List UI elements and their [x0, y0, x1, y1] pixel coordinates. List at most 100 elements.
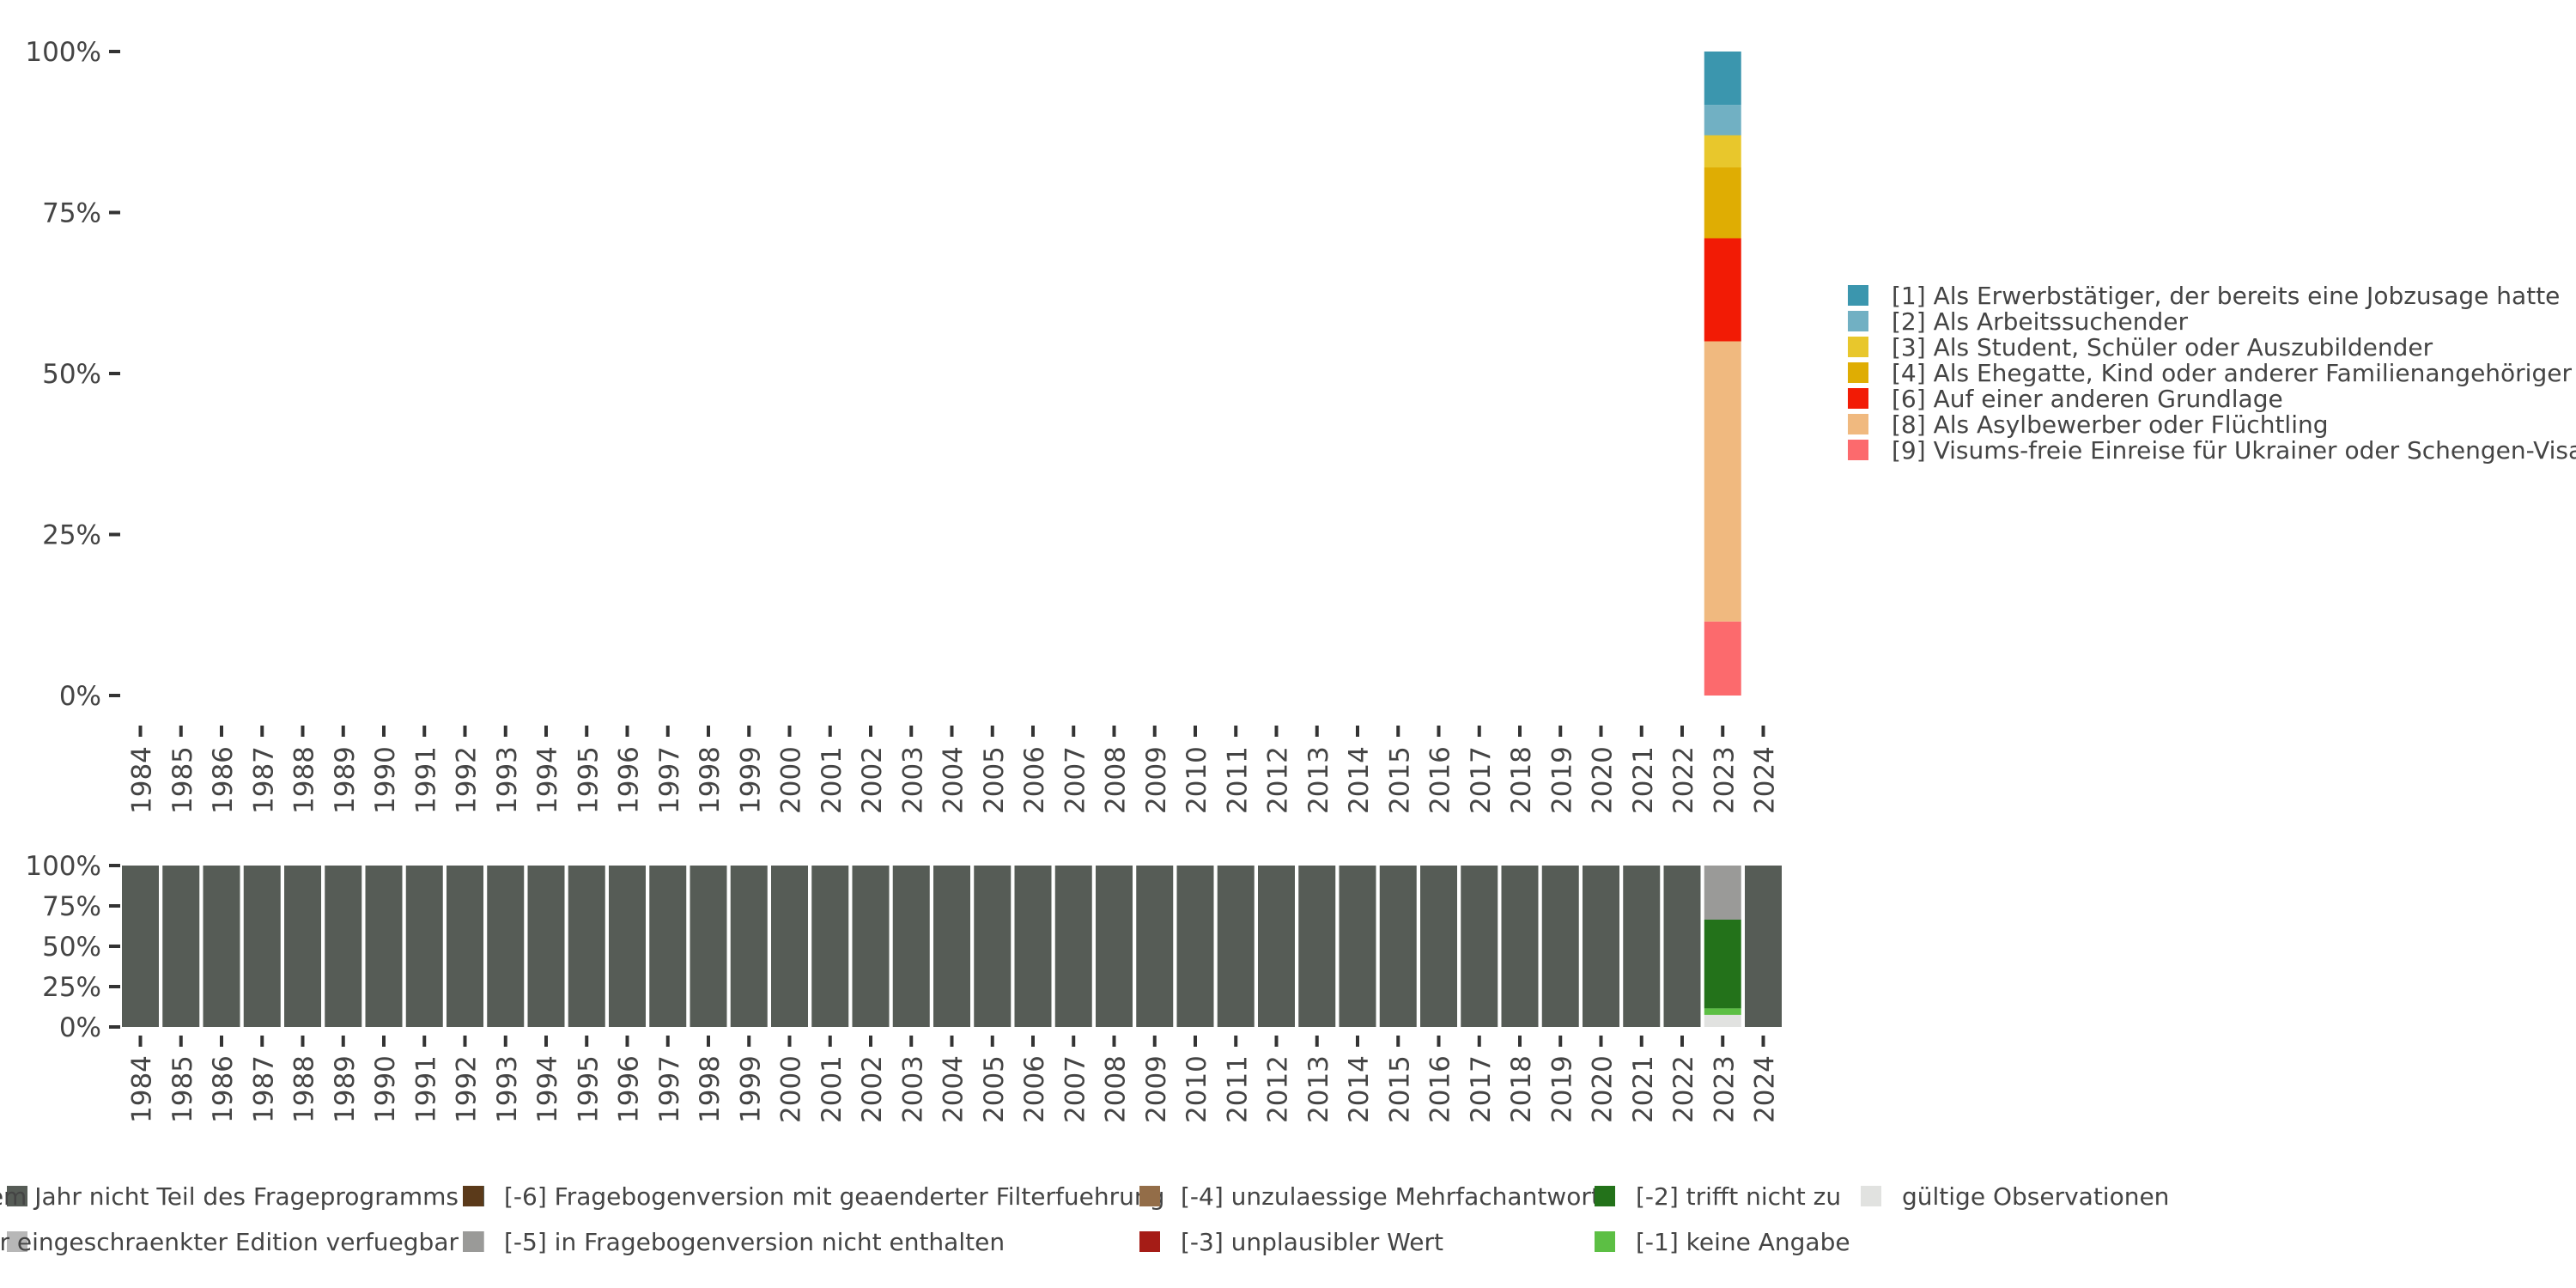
- bar-segment: [1704, 866, 1741, 920]
- bar-segment: [1704, 135, 1741, 167]
- x-tick-label: 2016: [1425, 746, 1456, 814]
- legend-swatch: [463, 1186, 483, 1206]
- bar-segment: [1176, 866, 1214, 1027]
- x-tick-label: 2024: [1750, 1055, 1781, 1123]
- legend-swatch: [1848, 337, 1868, 357]
- x-tick-label: 1991: [410, 746, 441, 814]
- x-tick-label: 2000: [776, 1055, 807, 1123]
- x-tick-label: 2004: [939, 1055, 969, 1123]
- legend-swatch: [7, 1231, 27, 1252]
- y-tick-label: 25%: [42, 972, 101, 1003]
- x-tick-label: 1988: [289, 1055, 320, 1123]
- x-tick-label: 1998: [695, 746, 726, 814]
- y-tick-label: 25%: [42, 520, 101, 551]
- bar-segment: [649, 866, 687, 1027]
- bar-segment: [447, 866, 483, 1027]
- x-tick-label: 1986: [208, 746, 239, 814]
- legend-swatch: [1848, 388, 1868, 409]
- x-tick-label: 2011: [1222, 1055, 1253, 1123]
- y-tick-label: 0%: [59, 1012, 101, 1043]
- x-tick-label: 1990: [370, 746, 401, 814]
- x-tick-label: 2006: [1019, 746, 1050, 814]
- top-chart-valid-responses: 0% 25% 50% 75% 100% 1984 1985 1986 1987 1988 1989 1…: [25, 37, 1780, 814]
- x-tick-label: 1990: [370, 1055, 401, 1123]
- legend-label: [-6] Fragebogenversion mit geaenderter F…: [504, 1182, 1164, 1211]
- bar-segment: [1704, 167, 1741, 239]
- bar-segment: [1704, 52, 1741, 106]
- bar-segment: [1704, 1014, 1741, 1027]
- bar-segment: [487, 866, 525, 1027]
- x-tick-label: 2023: [1709, 1055, 1740, 1123]
- x-tick-label: 2000: [776, 746, 807, 814]
- x-tick-label: 2009: [1141, 746, 1172, 814]
- bar-segment: [1704, 238, 1741, 342]
- x-tick-label: 2020: [1588, 1055, 1619, 1123]
- bar-segment: [1014, 866, 1052, 1027]
- legend-swatch: [1139, 1231, 1160, 1252]
- bar-segment: [1501, 866, 1539, 1027]
- legend-swatch: [1595, 1231, 1615, 1252]
- x-tick-label: 2008: [1101, 1055, 1132, 1123]
- x-tick-label: 2017: [1466, 1055, 1497, 1123]
- bar-segment: [852, 866, 890, 1027]
- bar-segment: [203, 866, 240, 1027]
- x-tick-label: 2002: [857, 1055, 888, 1123]
- x-tick-label: 2005: [979, 746, 1010, 814]
- bar-segment: [1339, 866, 1376, 1027]
- x-tick-label: 1996: [614, 746, 645, 814]
- x-tick-label: 1994: [532, 746, 563, 814]
- bar-segment: [568, 866, 605, 1027]
- bar-segment: [162, 866, 200, 1027]
- legend-label: [-4] unzulaessige Mehrfachantwort: [1181, 1182, 1601, 1211]
- x-tick-label: 2024: [1750, 746, 1781, 814]
- bottom-chart-missing-codes: 0% 25% 50% 75% 100% 1984 1985 1986 1987 1988 1989 1…: [25, 851, 1782, 1123]
- x-tick-label: 2015: [1384, 746, 1415, 814]
- x-tick-label: 2018: [1506, 746, 1537, 814]
- bar-segment: [1461, 866, 1498, 1027]
- legend-label: [-3] unplausibler Wert: [1181, 1228, 1443, 1256]
- x-tick-label: 2012: [1263, 1055, 1294, 1123]
- x-tick-label: 2022: [1668, 746, 1699, 814]
- x-tick-label: 2021: [1628, 1055, 1659, 1123]
- bar-segment: [1623, 866, 1661, 1027]
- bar-segment: [1420, 866, 1457, 1027]
- bar-segment: [690, 866, 727, 1027]
- legend-swatch: [1139, 1186, 1160, 1206]
- bar-segment: [1583, 866, 1619, 1027]
- y-tick-label: 50%: [42, 932, 101, 963]
- x-tick-label: 2023: [1709, 746, 1740, 814]
- legend-swatch: [1848, 285, 1868, 306]
- x-tick-label: 1991: [410, 1055, 441, 1123]
- bottom-chart-legend: [-8] in diesem Jahr nicht Teil des Frage…: [0, 1182, 2169, 1256]
- bar-segment: [1217, 866, 1255, 1027]
- y-tick-label: 0%: [59, 681, 101, 712]
- legend-label: [-5] in Fragebogenversion nicht enthalte…: [504, 1228, 1005, 1256]
- legend-label: [4] Als Ehegatte, Kind oder anderer Fami…: [1892, 359, 2572, 387]
- bar-segment: [892, 866, 930, 1027]
- x-tick-label: 1996: [614, 1055, 645, 1123]
- x-tick-label: 2014: [1344, 746, 1375, 814]
- bar-segment: [365, 866, 403, 1027]
- x-tick-label: 2007: [1060, 1055, 1091, 1123]
- bar-segment: [811, 866, 849, 1027]
- x-tick-label: 1997: [654, 746, 685, 814]
- legend-label: [-8] in diesem Jahr nicht Teil des Frage…: [0, 1182, 459, 1211]
- legend-label: [-2] trifft nicht zu: [1636, 1182, 1841, 1211]
- legend-swatch: [1848, 362, 1868, 383]
- legend-swatch: [1861, 1186, 1881, 1206]
- x-tick-label: 2003: [897, 746, 928, 814]
- x-tick-label: 1992: [452, 1055, 483, 1123]
- y-tick-label: 75%: [42, 891, 101, 922]
- legend-swatch: [7, 1186, 27, 1206]
- x-tick-label: 1995: [573, 746, 604, 814]
- bar-segment: [771, 866, 808, 1027]
- legend-label: [9] Visums-freie Einreise für Ukrainer o…: [1892, 436, 2576, 465]
- x-tick-label: 1993: [492, 746, 523, 814]
- bar-segment: [122, 866, 159, 1027]
- x-tick-label: 2021: [1628, 746, 1659, 814]
- bar-segment: [1379, 866, 1417, 1027]
- legend-label: [-1] keine Angabe: [1636, 1228, 1850, 1256]
- bar-segment: [933, 866, 970, 1027]
- x-tick-label: 1993: [492, 1055, 523, 1123]
